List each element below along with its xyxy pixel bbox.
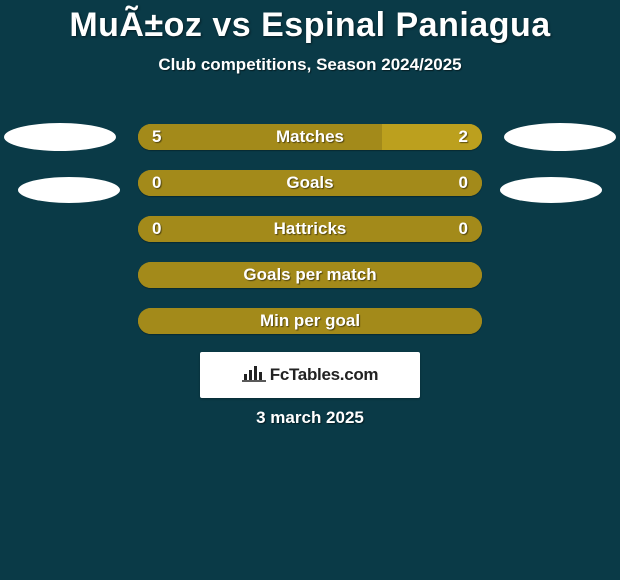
player-left-ellipse-1: [4, 123, 116, 151]
page-title: MuÃ±oz vs Espinal Paniagua: [0, 0, 620, 45]
player-right-ellipse-1: [504, 123, 616, 151]
bar-segment-left: [138, 308, 482, 334]
player-left-ellipse-2: [18, 177, 120, 203]
stat-row-goals: 0 Goals 0: [138, 170, 482, 196]
bar-segment-left: [138, 262, 482, 288]
stat-row-hattricks: 0 Hattricks 0: [138, 216, 482, 242]
brand-logo: FcTables.com: [242, 364, 379, 387]
player-right-ellipse-2: [500, 177, 602, 203]
stat-row-min-per-goal: Min per goal: [138, 308, 482, 334]
bar-chart-icon: [242, 364, 266, 387]
brand-text: FcTables.com: [270, 365, 379, 385]
bar-segment-left: [138, 124, 382, 150]
page-subtitle: Club competitions, Season 2024/2025: [0, 55, 620, 75]
bar-segment-left: [138, 216, 482, 242]
stat-row-goals-per-match: Goals per match: [138, 262, 482, 288]
footer-brand-box: FcTables.com: [200, 352, 420, 398]
date-label: 3 march 2025: [0, 408, 620, 428]
stat-row-matches: 5 Matches 2: [138, 124, 482, 150]
bar-segment-left: [138, 170, 482, 196]
bar-segment-right: [382, 124, 482, 150]
stats-rows: 5 Matches 2 0 Goals 0 0 Hattricks 0 Goal…: [138, 124, 482, 354]
